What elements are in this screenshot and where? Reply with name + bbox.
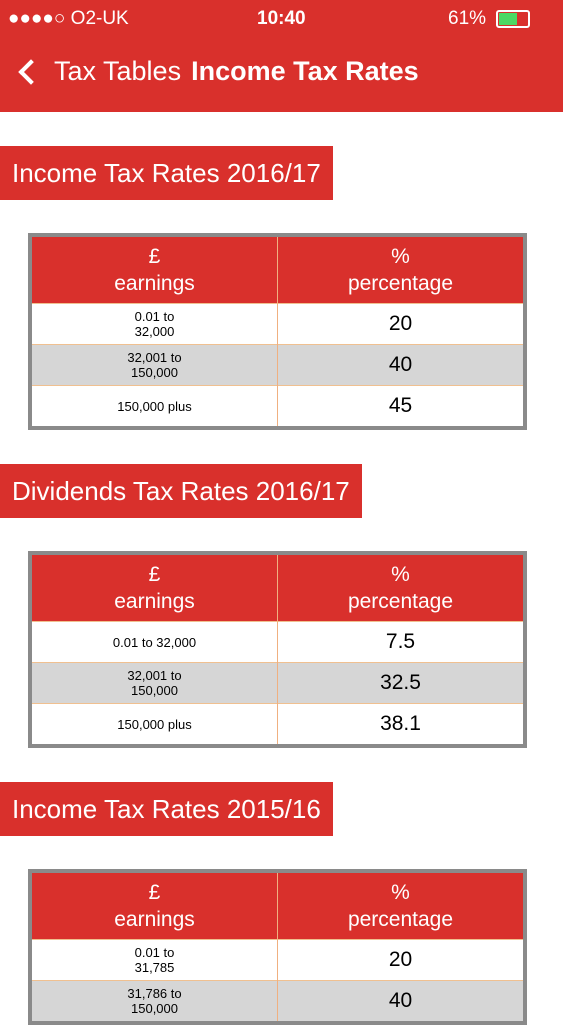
percentage-cell: 40 — [277, 344, 525, 386]
header-cell: £ earnings — [30, 553, 278, 622]
earnings-cell: 32,001 to 150,000 — [30, 344, 278, 386]
table-row: 150,000 plus 38.1 — [30, 703, 525, 746]
header-label: earnings — [114, 272, 195, 295]
section: Dividends Tax Rates 2016/17 £ earnings% per… — [0, 430, 563, 748]
header-symbol: £ — [148, 563, 161, 586]
section-title: Income Tax Rates 2016/17 — [0, 146, 333, 200]
earnings-cell: 0.01 to 32,000 — [30, 303, 278, 345]
header: ●●●●○ O2-UK 10:40 61% Tax Tables Income … — [0, 0, 563, 112]
header-row: £ earnings% percentage — [30, 871, 525, 940]
header-cell: % percentage — [277, 871, 525, 940]
header-symbol: £ — [148, 245, 161, 268]
percentage-cell: 7.5 — [277, 621, 525, 663]
table-row: 150,000 plus 45 — [30, 385, 525, 428]
table-row: 0.01 to 32,000 7.5 — [30, 621, 525, 663]
tax-table: £ earnings% percentage 0.01 to 31,785 20 31,7… — [28, 869, 527, 1025]
header-row: £ earnings% percentage — [30, 553, 525, 622]
percentage-cell: 38.1 — [277, 703, 525, 746]
section-title: Income Tax Rates 2015/16 — [0, 782, 333, 836]
battery-icon — [496, 10, 530, 28]
back-button[interactable]: Tax Tables — [54, 56, 182, 86]
nav-bar: Tax Tables Income Tax Rates — [16, 56, 419, 87]
tax-table: £ earnings% percentage 0.01 to 32,000 20 32,0… — [28, 233, 527, 430]
percentage-cell: 45 — [277, 385, 525, 428]
percentage-cell: 20 — [277, 303, 525, 345]
content: Income Tax Rates 2016/17 £ earnings% percen… — [0, 112, 563, 1025]
carrier: ●●●●○ O2-UK — [8, 8, 129, 29]
header-symbol: % — [391, 563, 410, 586]
status-bar: ●●●●○ O2-UK 10:40 61% — [0, 0, 563, 38]
header-label: percentage — [347, 590, 454, 613]
percentage-cell: 32.5 — [277, 662, 525, 704]
percentage-cell: 20 — [277, 939, 525, 981]
header-label: percentage — [347, 908, 454, 931]
earnings-cell: 150,000 plus — [30, 703, 278, 746]
header-cell: % percentage — [277, 553, 525, 622]
table-row: 32,001 to 150,000 32.5 — [30, 662, 525, 704]
time: 10:40 — [257, 8, 306, 29]
header-label: earnings — [114, 908, 195, 931]
back-icon[interactable] — [18, 58, 44, 85]
earnings-cell: 0.01 to 32,000 — [30, 621, 278, 663]
header-label: percentage — [347, 272, 454, 295]
battery-percent: 61% — [448, 8, 487, 29]
tax-table: £ earnings% percentage 0.01 to 32,000 7.5 32,… — [28, 551, 527, 748]
header-row: £ earnings% percentage — [30, 235, 525, 304]
header-symbol: % — [391, 245, 410, 268]
section: Income Tax Rates 2016/17 £ earnings% percen… — [0, 112, 563, 430]
section-title: Dividends Tax Rates 2016/17 — [0, 464, 362, 518]
section: Income Tax Rates 2015/16 £ earnings% percen… — [0, 748, 563, 1025]
table-row: 31,786 to 150,000 40 — [30, 980, 525, 1023]
table-row: 0.01 to 31,785 20 — [30, 939, 525, 981]
header-cell: % percentage — [277, 235, 525, 304]
earnings-cell: 0.01 to 31,785 — [30, 939, 278, 981]
table-row: 0.01 to 32,000 20 — [30, 303, 525, 345]
header-symbol: % — [391, 881, 410, 904]
earnings-cell: 150,000 plus — [30, 385, 278, 428]
percentage-cell: 40 — [277, 980, 525, 1023]
header-cell: £ earnings — [30, 871, 278, 940]
table-row: 32,001 to 150,000 40 — [30, 344, 525, 386]
header-symbol: £ — [148, 881, 161, 904]
header-cell: £ earnings — [30, 235, 278, 304]
header-label: earnings — [114, 590, 195, 613]
earnings-cell: 32,001 to 150,000 — [30, 662, 278, 704]
nav-title: Income Tax Rates — [191, 56, 419, 86]
earnings-cell: 31,786 to 150,000 — [30, 980, 278, 1023]
